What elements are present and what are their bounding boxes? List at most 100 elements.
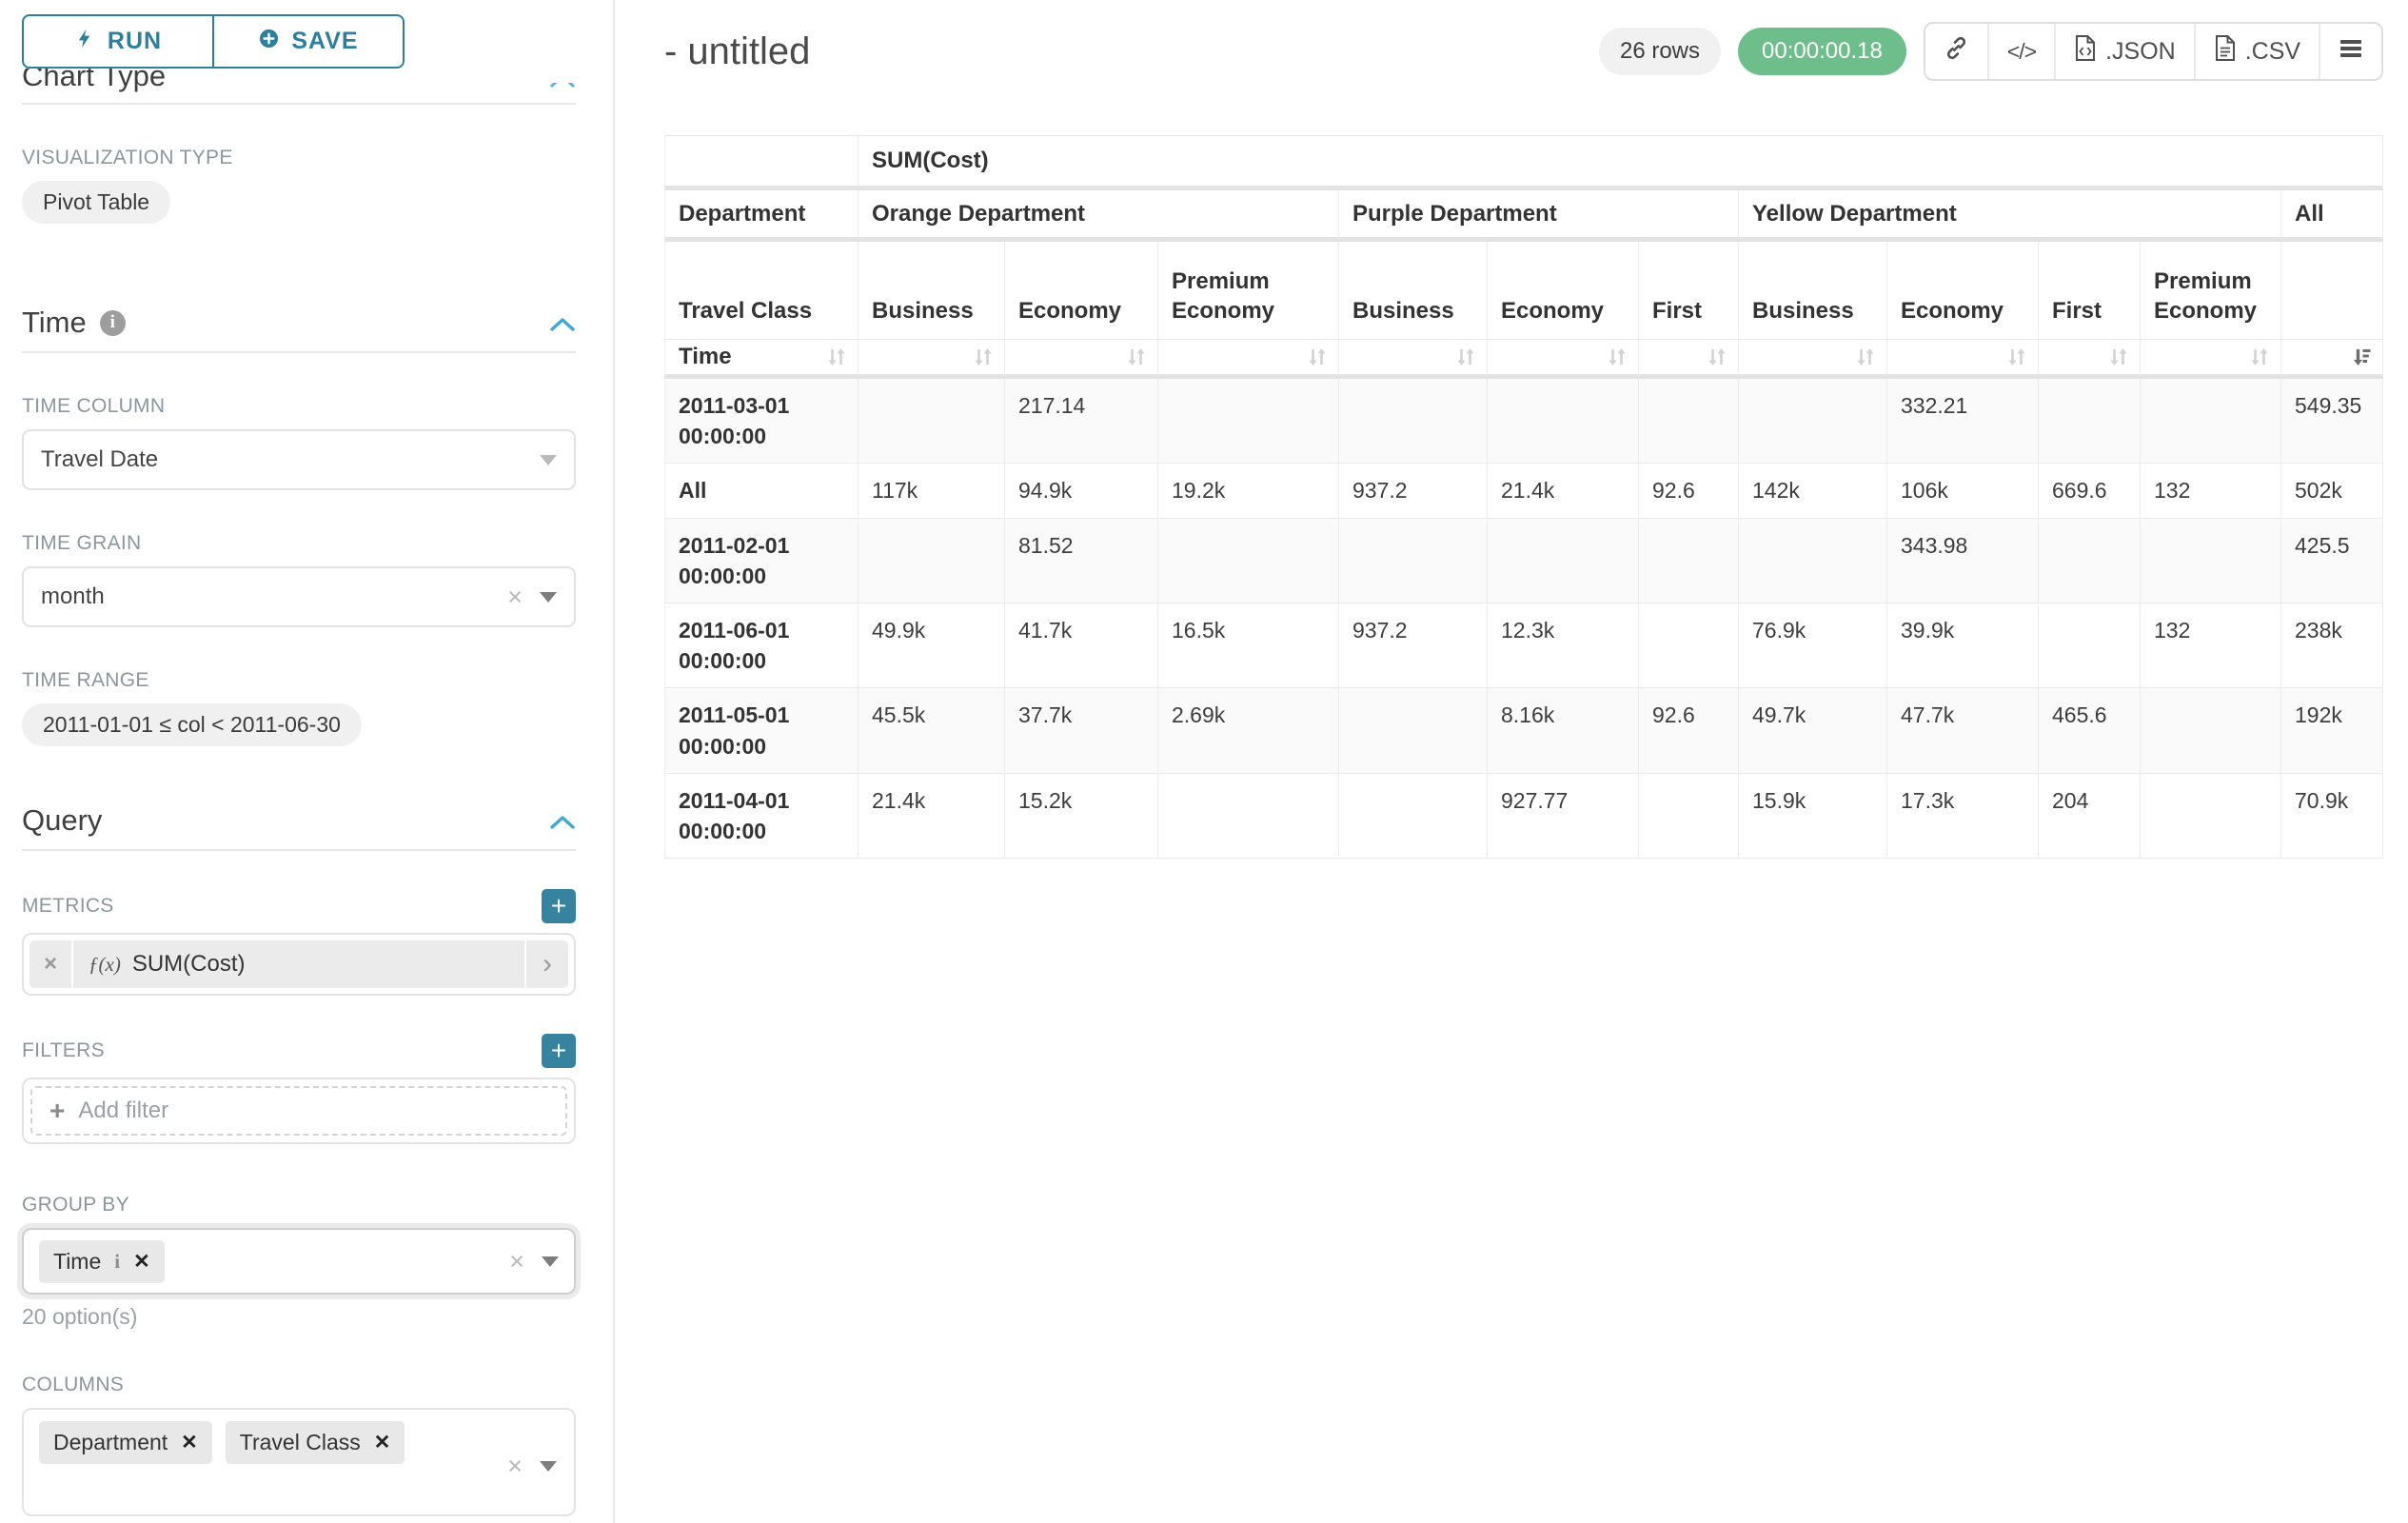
sort-icon[interactable] [1606,346,1628,368]
table-row: 2011-02-01 00:00:00 81.52 343.98 425.5 [664,518,2384,603]
time-column-value: Travel Date [41,446,159,472]
pivot-row-label: 2011-05-01 00:00:00 [664,688,859,774]
pivot-sort-header[interactable] [2281,340,2384,379]
remove-metric-icon[interactable]: × [30,940,73,988]
action-button-row: RUN SAVE [22,14,405,69]
viz-type-pill[interactable]: Pivot Table [22,181,171,224]
pivot-cell: 41.7k [1005,603,1158,689]
pivot-cell: 81.52 [1005,518,1158,603]
pivot-cell [859,518,1005,603]
export-json-button[interactable]: .JSON [2054,24,2194,79]
add-filter-button[interactable]: + Add filter [30,1086,567,1136]
group-by-select[interactable]: Time i ✕ × [22,1228,576,1295]
sort-icon[interactable] [1706,346,1728,368]
pivot-cell [1339,379,1488,465]
clear-icon[interactable]: × [509,1246,524,1276]
pivot-row-label: 2011-03-01 00:00:00 [664,379,859,465]
remove-token-icon[interactable]: ✕ [133,1250,150,1273]
pivot-metric-header: SUM(Cost) [859,135,2384,190]
columns-token-travel-class[interactable]: Travel Class ✕ [225,1421,405,1464]
export-csv-button[interactable]: .CSV [2193,24,2319,79]
columns-token-department[interactable]: Department ✕ [39,1421,212,1464]
pivot-cell: 343.98 [1887,518,2039,603]
pivot-cell: 502k [2281,464,2384,519]
pivot-sort-header[interactable] [1887,340,2039,379]
chevron-down-icon [540,591,557,603]
pivot-row-dim-header: Time [664,340,859,379]
pivot-cell: 132 [2141,603,2281,689]
table-row: All 117k 94.9k 19.2k 937.2 21.4k 92.6 142k 106k 6… [664,464,2384,519]
clear-icon[interactable]: × [507,1452,523,1480]
pivot-cell: 927.77 [1488,773,1639,860]
pivot-cell: 21.4k [859,773,1005,860]
pivot-sort-header[interactable] [1488,340,1639,379]
menu-button[interactable] [2319,24,2381,79]
sort-icon[interactable] [2005,346,2028,368]
pivot-row-label: 2011-02-01 00:00:00 [664,518,859,603]
pivot-col-header: First [2039,242,2141,340]
pivot-row-label: 2011-06-01 00:00:00 [664,603,859,689]
sort-icon[interactable] [972,346,995,368]
query-collapse-chevron-icon[interactable] [549,803,576,838]
sort-icon[interactable] [825,346,848,368]
sort-icon[interactable] [2248,346,2271,368]
filters-container: + Add filter [22,1078,576,1144]
pivot-sort-header[interactable] [1639,340,1739,379]
time-grain-select[interactable]: month × [22,566,576,627]
chevron-down-icon [542,1256,559,1267]
columns-tokens: Department ✕ Travel Class ✕ [39,1421,559,1464]
sort-icon[interactable] [1854,346,1877,368]
filters-header-row: FILTERS + [22,1034,576,1068]
clear-icon[interactable]: × [507,582,523,611]
pivot-sort-header[interactable] [1005,340,1158,379]
remove-token-icon[interactable]: ✕ [181,1432,198,1454]
pivot-cell: 669.6 [2039,464,2141,519]
filters-label: FILTERS [22,1039,105,1061]
pivot-cell [1339,773,1488,860]
sort-icon[interactable] [1454,346,1477,368]
plus-icon: + [49,1096,66,1125]
sort-icon[interactable] [1306,346,1329,368]
sort-icon[interactable] [2107,346,2130,368]
page-title[interactable]: - untitled [664,30,811,72]
pivot-cell [2039,518,2141,603]
pivot-cell: 47.7k [1887,688,2039,774]
view-query-button[interactable]: </> [1986,24,2054,79]
pivot-cell: 204 [2039,773,2141,860]
time-range-pill[interactable]: 2011-01-01 ≤ col < 2011-06-30 [22,703,362,746]
export-csv-label: .CSV [2244,37,2301,65]
add-filter-label: Add filter [78,1098,169,1123]
columns-select[interactable]: Department ✕ Travel Class ✕ × [22,1408,576,1516]
pivot-cell: 17.3k [1887,773,2039,860]
pivot-sort-header[interactable] [1158,340,1339,379]
table-row: 2011-03-01 00:00:00 217.14 332.21 549.35 [664,379,2384,465]
sort-desc-icon[interactable] [2350,346,2373,368]
metric-pill[interactable]: × ƒ(x) SUM(Cost) › [30,940,568,988]
pivot-col-header: First [1639,242,1739,340]
remove-token-icon[interactable]: ✕ [373,1432,391,1454]
sort-icon[interactable] [1125,346,1148,368]
share-link-button[interactable] [1925,24,1987,79]
group-by-token-time[interactable]: Time i ✕ [39,1239,165,1283]
expand-metric-chevron-icon[interactable]: › [524,940,568,988]
pivot-sort-header[interactable] [2141,340,2281,379]
time-column-select[interactable]: Travel Date [22,429,576,490]
time-collapse-chevron-icon[interactable] [549,306,576,340]
pivot-sort-header[interactable] [1339,340,1488,379]
pivot-sort-header[interactable] [859,340,1005,379]
metric-body[interactable]: ƒ(x) SUM(Cost) [73,940,524,988]
add-filter-plus-button[interactable]: + [542,1034,576,1068]
add-metric-button[interactable]: + [542,889,576,923]
pivot-cell [1158,518,1339,603]
pivot-sort-header[interactable] [1739,340,1887,379]
run-button[interactable]: RUN [22,14,214,69]
function-icon: ƒ(x) [89,952,121,976]
pivot-cell [1639,379,1739,465]
pivot-cell [1488,518,1639,603]
pivot-cell [2039,379,2141,465]
collapse-chevron-icon[interactable] [549,83,576,89]
pivot-cell: 12.3k [1488,603,1639,689]
pivot-sort-header[interactable] [2039,340,2141,379]
save-button[interactable]: SAVE [212,14,405,69]
